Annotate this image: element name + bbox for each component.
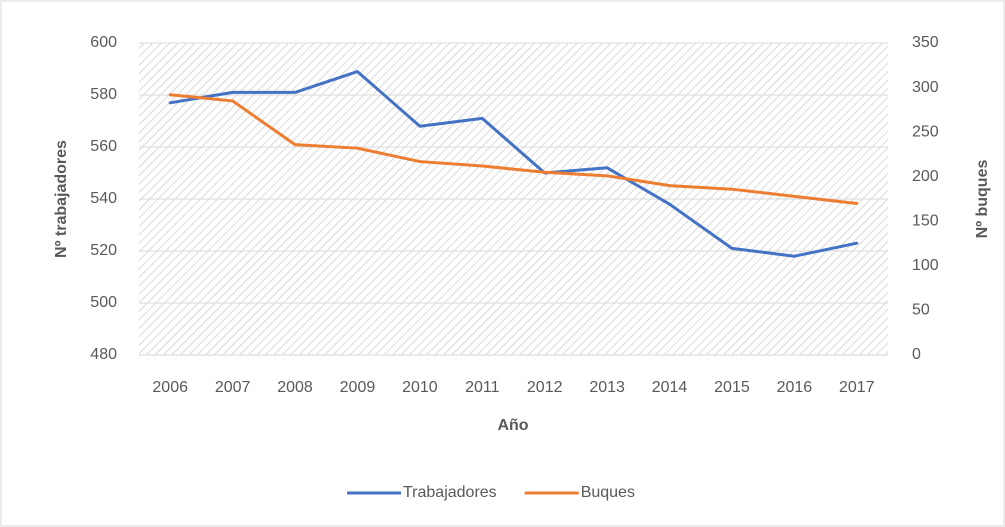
y2-tick-label: 350 [912, 34, 939, 51]
y2-tick-label: 100 [912, 257, 939, 274]
y-tick-label: 480 [90, 346, 117, 363]
y-tick-label: 500 [90, 294, 117, 311]
x-tick-label: 2015 [714, 379, 750, 396]
y2-tick-label: 150 [912, 213, 939, 230]
x-tick-label: 2007 [215, 379, 251, 396]
x-tick-label: 2012 [527, 379, 563, 396]
x-tick-label: 2017 [839, 379, 875, 396]
y-tick-label: 580 [90, 86, 117, 103]
y-tick-label: 520 [90, 242, 117, 259]
x-axis-title: Año [497, 417, 528, 434]
y2-tick-label: 0 [912, 346, 921, 363]
x-tick-label: 2010 [402, 379, 438, 396]
y2-tick-label: 300 [912, 79, 939, 96]
y-tick-label: 560 [90, 138, 117, 155]
y2-tick-label: 200 [912, 168, 939, 185]
y-axis-title: Nº trabajadores [53, 140, 70, 258]
y-tick-label: 600 [90, 34, 117, 51]
x-tick-label: 2014 [652, 379, 688, 396]
legend-label: Trabajadores [403, 484, 497, 501]
y2-tick-label: 250 [912, 123, 939, 140]
y-tick-label: 540 [90, 190, 117, 207]
y2-tick-label: 50 [912, 302, 930, 319]
series-line [168, 93, 859, 205]
x-tick-label: 2016 [777, 379, 813, 396]
x-tick-label: 2009 [340, 379, 376, 396]
x-tick-label: 2008 [277, 379, 313, 396]
x-tick-label: 2006 [152, 379, 188, 396]
x-tick-label: 2013 [589, 379, 625, 396]
legend-label: Buques [581, 484, 635, 501]
series-line [168, 70, 859, 258]
x-tick-label: 2011 [465, 379, 500, 396]
y2-axis-title: Nº buques [974, 160, 991, 239]
